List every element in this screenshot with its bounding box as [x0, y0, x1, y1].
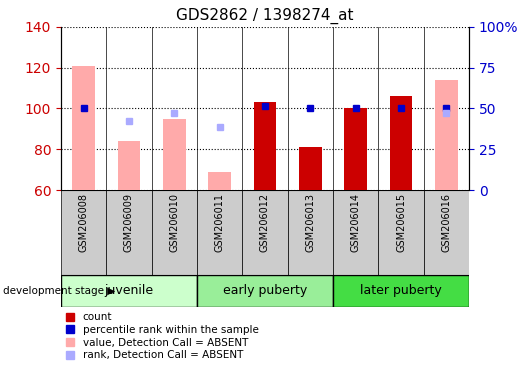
FancyBboxPatch shape: [197, 275, 333, 307]
FancyBboxPatch shape: [61, 190, 107, 275]
Bar: [208, 172, 231, 190]
FancyBboxPatch shape: [107, 190, 152, 275]
FancyBboxPatch shape: [197, 190, 242, 275]
FancyBboxPatch shape: [152, 190, 197, 275]
Text: GSM206012: GSM206012: [260, 193, 270, 252]
Text: development stage ▶: development stage ▶: [3, 286, 115, 296]
Text: juvenile: juvenile: [104, 285, 154, 297]
Bar: [254, 103, 276, 190]
Bar: [118, 141, 140, 190]
Bar: [72, 66, 95, 190]
Text: GSM206015: GSM206015: [396, 193, 406, 252]
FancyBboxPatch shape: [423, 190, 469, 275]
Legend: count, percentile rank within the sample, value, Detection Call = ABSENT, rank, : count, percentile rank within the sample…: [66, 313, 259, 360]
Text: GSM206014: GSM206014: [351, 193, 361, 252]
Text: GSM206016: GSM206016: [441, 193, 452, 252]
Text: GSM206008: GSM206008: [78, 193, 89, 252]
Bar: [163, 119, 186, 190]
Bar: [344, 109, 367, 190]
Bar: [390, 96, 412, 190]
Text: GSM206010: GSM206010: [169, 193, 179, 252]
Text: early puberty: early puberty: [223, 285, 307, 297]
Title: GDS2862 / 1398274_at: GDS2862 / 1398274_at: [176, 8, 354, 24]
Text: GSM206011: GSM206011: [215, 193, 225, 252]
Bar: [299, 147, 322, 190]
FancyBboxPatch shape: [333, 190, 378, 275]
Text: GSM206009: GSM206009: [124, 193, 134, 252]
Text: GSM206013: GSM206013: [305, 193, 315, 252]
FancyBboxPatch shape: [242, 190, 288, 275]
FancyBboxPatch shape: [333, 275, 469, 307]
FancyBboxPatch shape: [61, 275, 197, 307]
FancyBboxPatch shape: [288, 190, 333, 275]
FancyBboxPatch shape: [378, 190, 423, 275]
Text: later puberty: later puberty: [360, 285, 442, 297]
Bar: [435, 80, 458, 190]
